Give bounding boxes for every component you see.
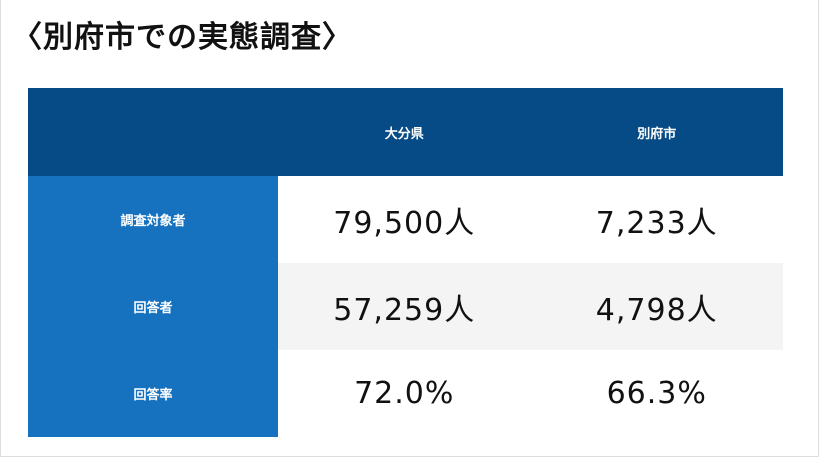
- table-cell: 7,233人: [595, 205, 718, 241]
- row-background: [278, 263, 783, 350]
- column-header: 別府市: [530, 88, 783, 176]
- column-header: 大分県: [278, 88, 531, 176]
- table-cell: 57,259人: [333, 292, 476, 328]
- table-cell: 66.3%: [606, 376, 707, 411]
- row-header: 回答率: [28, 350, 278, 437]
- table-cell: 4,798人: [595, 292, 718, 328]
- table-cell: 72.0%: [354, 376, 455, 411]
- row-header: 回答者: [28, 263, 278, 350]
- row-header: 調査対象者: [28, 176, 278, 263]
- table-cell: 79,500人: [333, 205, 476, 241]
- page-title: 〈別府市での実態調査〉: [12, 20, 353, 55]
